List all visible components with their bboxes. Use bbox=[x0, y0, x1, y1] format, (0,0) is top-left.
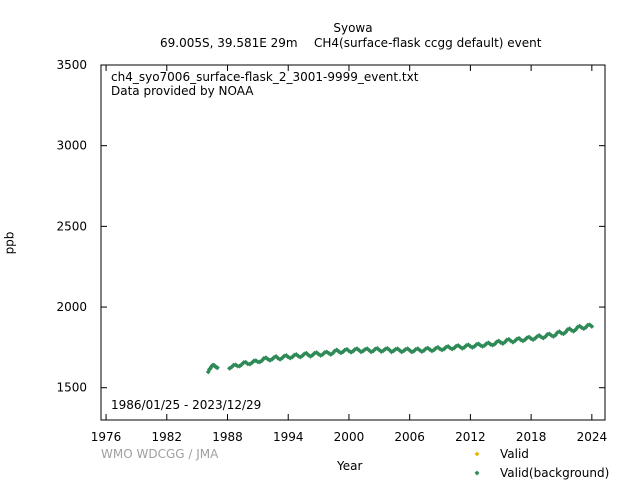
x-tick-label: 1994 bbox=[273, 430, 304, 444]
x-tick-label: 2000 bbox=[334, 430, 365, 444]
data-point-background bbox=[536, 332, 542, 338]
y-tick-label: 3000 bbox=[56, 139, 87, 153]
y-tick-label: 3500 bbox=[56, 58, 87, 72]
x-tick-label: 1988 bbox=[212, 430, 243, 444]
data-point-background bbox=[567, 326, 573, 332]
x-tick-label: 2024 bbox=[577, 430, 608, 444]
x-tick-label: 2018 bbox=[516, 430, 547, 444]
y-axis-label: ppb bbox=[2, 231, 17, 255]
chart-title-station: Syowa bbox=[333, 21, 373, 35]
x-tick-label: 1976 bbox=[91, 430, 122, 444]
plot-frame bbox=[100, 64, 606, 421]
data-filename: ch4_syo7006_surface-flask_2_3001-9999_ev… bbox=[111, 70, 419, 84]
y-tick-label: 2500 bbox=[56, 219, 87, 233]
data-provider: Data provided by NOAA bbox=[111, 84, 254, 98]
data-point-background bbox=[577, 323, 583, 329]
x-tick-label: 2006 bbox=[394, 430, 425, 444]
data-point-background bbox=[556, 329, 563, 335]
chart-subtitle-dataset: CH4(surface-flask ccgg default) event bbox=[314, 36, 542, 50]
y-tick-label: 2000 bbox=[56, 300, 87, 314]
data-point-background bbox=[214, 365, 220, 371]
legend-marker-background bbox=[474, 470, 480, 476]
data-point-background bbox=[526, 334, 532, 340]
legend-label-valid: Valid bbox=[500, 447, 529, 461]
x-tick-label: 2012 bbox=[455, 430, 486, 444]
legend-marker-valid bbox=[474, 451, 480, 457]
data-point-background bbox=[546, 331, 552, 337]
watermark: WMO WDCGG / JMA bbox=[101, 447, 219, 461]
y-tick-label: 1500 bbox=[56, 381, 87, 395]
date-range: 1986/01/25 - 2023/12/29 bbox=[111, 398, 262, 412]
x-axis-label: Year bbox=[337, 459, 363, 473]
data-point-background bbox=[589, 323, 595, 329]
x-tick-label: 1982 bbox=[152, 430, 183, 444]
data-point-background bbox=[516, 335, 522, 341]
chart-subtitle-location: 69.005S, 39.581E 29m bbox=[160, 36, 298, 50]
legend-label-background: Valid(background) bbox=[500, 466, 610, 480]
